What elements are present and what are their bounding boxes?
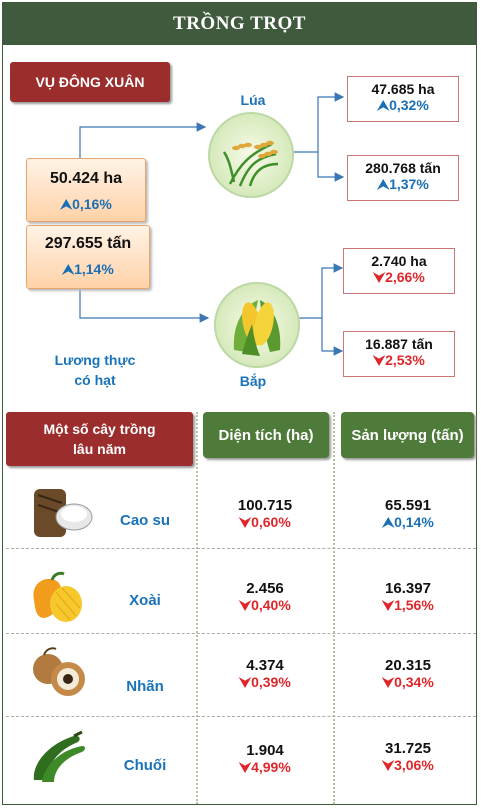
down-arrow-icon: ⮟ — [382, 597, 395, 613]
up-arrow-icon: ⮝ — [62, 261, 75, 277]
banana-area-value: 1.904 — [246, 742, 284, 759]
down-arrow-icon: ⮟ — [239, 759, 252, 775]
rice-output-box: 280.768 tấn ⮝1,37% — [347, 155, 459, 201]
longan-area-cell: 4.374 ⮟0,39% — [200, 657, 330, 691]
mango-output-cell: 16.397 ⮟1,56% — [343, 580, 473, 614]
total-output-value: 297.655 tấn — [44, 235, 132, 252]
down-arrow-icon: ⮟ — [239, 674, 252, 690]
down-arrow-icon: ⮟ — [373, 352, 386, 368]
perennial-crops-title: Một số cây trồng lâu năm — [6, 412, 193, 466]
corn-icon — [214, 282, 300, 368]
banana-area-cell: 1.904 ⮟4,99% — [200, 742, 330, 776]
page-title: TRỒNG TRỌT — [3, 3, 476, 45]
corn-output-change: 2,53% — [385, 352, 425, 368]
total-output-box: 297.655 tấn ⮝1,14% — [26, 225, 150, 289]
up-arrow-icon: ⮝ — [60, 196, 73, 212]
rubber-output-value: 65.591 — [385, 497, 431, 514]
rice-area-change: 0,32% — [389, 97, 429, 113]
rice-area-box: 47.685 ha ⮝0,32% — [347, 76, 459, 122]
crop-name-banana: Chuối — [123, 757, 167, 774]
down-arrow-icon: ⮟ — [239, 597, 252, 613]
rice-label: Lúa — [240, 92, 266, 108]
total-area-change: 0,16% — [72, 196, 112, 212]
longan-area-value: 4.374 — [246, 657, 284, 674]
corn-label: Bắp — [239, 373, 267, 389]
banana-output-change: 3,06% — [394, 757, 434, 773]
row-divider — [6, 548, 476, 549]
rubber-output-cell: 65.591 ⮝0,14% — [343, 497, 473, 531]
longan-output-change: 0,34% — [394, 674, 434, 690]
total-area-value: 50.424 ha — [49, 170, 123, 187]
down-arrow-icon: ⮟ — [382, 674, 395, 690]
season-label: VỤ ĐÔNG XUÂN — [10, 62, 170, 102]
banana-output-value: 31.725 — [385, 740, 431, 757]
longan-output-cell: 20.315 ⮟0,34% — [343, 657, 473, 691]
area-column-header: Diện tích (ha) — [203, 412, 329, 458]
rubber-area-change: 0,60% — [251, 514, 291, 530]
crop-name-rubber: Cao su — [119, 512, 170, 529]
column-divider — [333, 412, 335, 804]
mango-output-value: 16.397 — [385, 580, 431, 597]
down-arrow-icon: ⮟ — [373, 269, 386, 285]
mango-area-value: 2.456 — [246, 580, 284, 597]
banana-icon — [28, 730, 90, 791]
longan-area-change: 0,39% — [251, 674, 291, 690]
rubber-tree-icon — [28, 487, 94, 544]
rubber-area-cell: 100.715 ⮟0,60% — [200, 497, 330, 531]
corn-area-box: 2.740 ha ⮟2,66% — [343, 248, 455, 294]
corn-area-value: 2.740 ha — [371, 253, 427, 269]
mango-icon — [26, 570, 86, 631]
corn-output-value: 16.887 tấn — [365, 336, 433, 352]
banana-area-change: 4,99% — [251, 759, 291, 775]
mango-output-change: 1,56% — [394, 597, 434, 613]
up-arrow-icon: ⮝ — [382, 514, 395, 530]
crop-name-longan: Nhãn — [126, 678, 164, 695]
crop-name-mango: Xoài — [129, 592, 161, 609]
infographic-frame — [2, 2, 477, 805]
mango-area-change: 0,40% — [251, 597, 291, 613]
longan-icon — [26, 645, 88, 706]
rubber-output-change: 0,14% — [394, 514, 434, 530]
grain-label: Lương thực có hạt — [54, 352, 136, 388]
down-arrow-icon: ⮟ — [382, 757, 395, 773]
banana-output-cell: 31.725 ⮟3,06% — [343, 740, 473, 774]
column-divider — [196, 412, 198, 804]
rice-icon — [208, 112, 294, 198]
mango-area-cell: 2.456 ⮟0,40% — [200, 580, 330, 614]
down-arrow-icon: ⮟ — [239, 514, 252, 530]
longan-output-value: 20.315 — [385, 657, 431, 674]
corn-area-change: 2,66% — [385, 269, 425, 285]
row-divider — [6, 716, 476, 717]
rice-output-value: 280.768 tấn — [365, 160, 441, 176]
up-arrow-icon: ⮝ — [377, 176, 390, 192]
rubber-area-value: 100.715 — [237, 497, 293, 514]
rice-area-value: 47.685 ha — [371, 81, 435, 97]
up-arrow-icon: ⮝ — [377, 97, 390, 113]
output-column-header: Sản lượng (tấn) — [341, 412, 474, 458]
total-area-box: 50.424 ha ⮝0,16% — [26, 158, 146, 222]
rice-output-change: 1,37% — [389, 176, 429, 192]
total-output-change: 1,14% — [74, 261, 114, 277]
row-divider — [6, 633, 476, 634]
corn-output-box: 16.887 tấn ⮟2,53% — [343, 331, 455, 377]
